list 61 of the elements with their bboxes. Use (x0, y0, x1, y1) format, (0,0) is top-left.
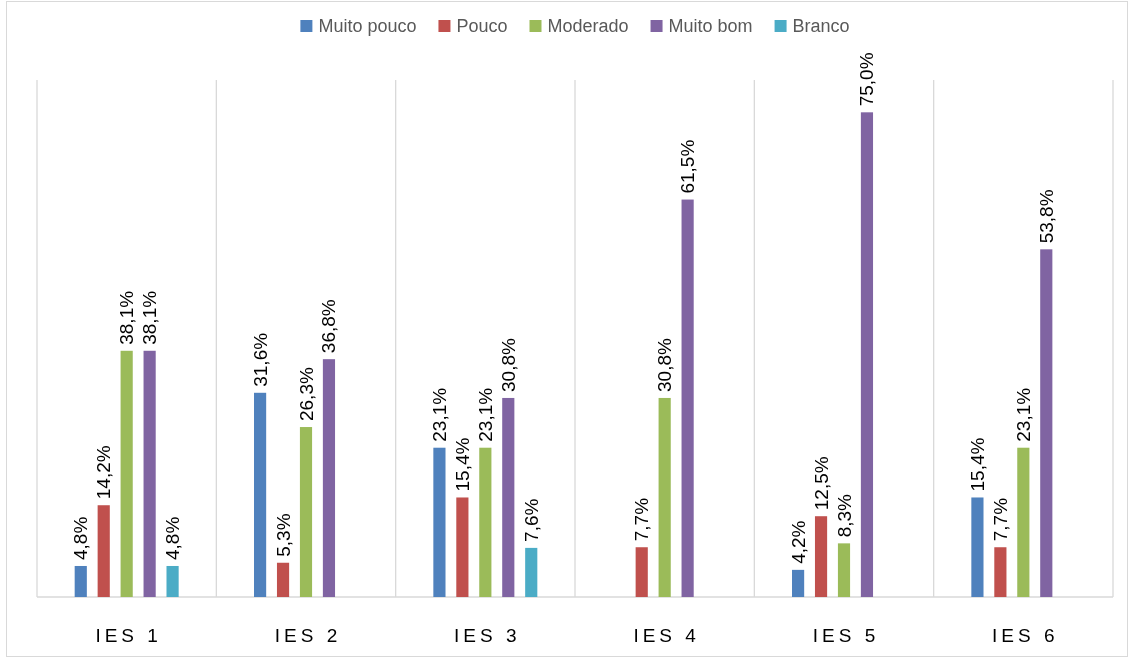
data-label: 30,8% (654, 337, 676, 392)
x-tick-label: IES 4 (633, 624, 700, 646)
bar (166, 565, 179, 597)
bar (479, 447, 492, 597)
data-label: 26,3% (295, 367, 317, 422)
bar (120, 350, 133, 597)
legend-label: Muito bom (668, 16, 753, 36)
data-label: 12,5% (810, 456, 832, 511)
data-label: 4,2% (787, 520, 809, 564)
bar (433, 447, 446, 597)
bar (1040, 249, 1053, 597)
data-label: 38,1% (139, 290, 161, 345)
data-label: 31,6% (249, 332, 271, 387)
bar (658, 397, 671, 597)
bar (525, 547, 538, 597)
data-label: 14,2% (93, 445, 115, 500)
data-label: 4,8% (70, 516, 92, 560)
data-label: 38,1% (116, 290, 138, 345)
bar (299, 427, 313, 597)
bar (143, 350, 156, 597)
bar (635, 547, 648, 597)
data-label: 7,7% (989, 497, 1011, 542)
bar (97, 505, 110, 597)
bar (276, 562, 290, 597)
bar (1017, 447, 1030, 597)
data-label: 36,8% (318, 299, 340, 354)
legend-label: Moderado (547, 16, 629, 36)
bar (837, 543, 851, 597)
x-tick-label: IES 1 (95, 624, 162, 646)
bar (322, 359, 336, 597)
bar (994, 547, 1007, 597)
data-label: 23,1% (474, 387, 496, 442)
legend-label: Muito pouco (318, 16, 417, 36)
data-label: 4,8% (162, 516, 184, 560)
data-label: 61,5% (677, 139, 699, 194)
bar (792, 569, 805, 597)
bar (502, 397, 515, 597)
data-label: 15,4% (451, 437, 473, 492)
data-label: 5,3% (272, 513, 294, 557)
bar (681, 199, 694, 597)
bar (74, 565, 87, 597)
x-tick-label: IES 5 (812, 624, 880, 646)
data-label: 75,0% (856, 52, 878, 107)
bar (860, 112, 874, 597)
x-tick-label: IES 3 (454, 624, 521, 646)
data-label: 53,8% (1035, 189, 1057, 244)
bar (456, 497, 469, 597)
bar (971, 497, 984, 597)
data-label: 8,3% (833, 493, 855, 538)
x-tick-label: IES 2 (274, 624, 342, 646)
data-label: 7,6% (520, 498, 542, 542)
legend-label: Branco (792, 16, 850, 36)
legend-label: Pouco (456, 16, 508, 36)
x-tick-label: IES 6 (992, 624, 1059, 646)
data-label: 7,7% (631, 497, 653, 542)
data-label: 15,4% (966, 437, 988, 492)
bar (814, 516, 828, 597)
data-label: 23,1% (428, 387, 450, 442)
data-label: 30,8% (497, 337, 519, 392)
data-label: 23,1% (1012, 387, 1034, 442)
bar (254, 392, 267, 597)
